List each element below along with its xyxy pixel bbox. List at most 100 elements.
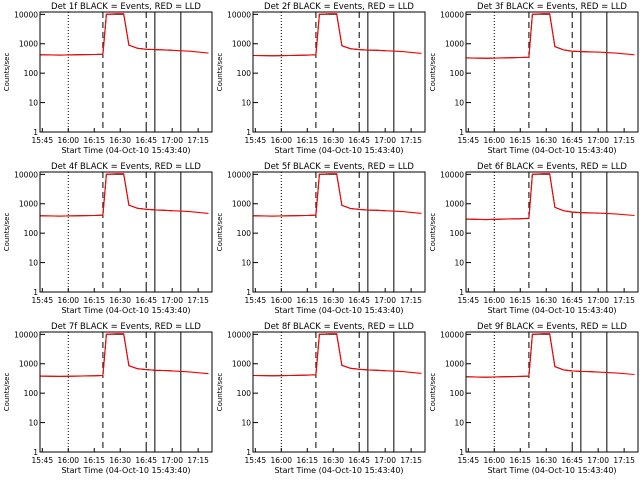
chart-5-plot-frame bbox=[252, 171, 426, 293]
chart-4-ylabel: Counts/sec bbox=[3, 213, 11, 252]
chart-2-ytick-label-0: 1 bbox=[246, 128, 251, 137]
chart-2-xtick-label-0: 15:45 bbox=[244, 136, 266, 145]
chart-9-xtick-label-2: 16:15 bbox=[509, 456, 531, 465]
chart-5-xtick-label-0: 15:45 bbox=[244, 296, 266, 305]
chart-7-xtick-label-5: 17:00 bbox=[161, 456, 183, 465]
chart-7-series-lld bbox=[40, 333, 209, 377]
chart-2-title: Det 2f BLACK = Events, RED = LLD bbox=[264, 2, 414, 12]
chart-4-title: Det 4f BLACK = Events, RED = LLD bbox=[51, 162, 201, 172]
chart-8-xtick-label-0: 15:45 bbox=[244, 456, 266, 465]
chart-6-xtick-label-0: 15:45 bbox=[457, 296, 479, 305]
chart-3-ylabel: Counts/sec bbox=[429, 53, 437, 92]
chart-8-xtick-label-3: 16:30 bbox=[322, 456, 344, 465]
chart-2-ytick-label-3: 1000 bbox=[232, 40, 251, 49]
chart-3-xtick-label-2: 16:15 bbox=[509, 136, 531, 145]
chart-9-ytick-label-1: 10 bbox=[454, 419, 464, 428]
chart-2-ytick-label-1: 10 bbox=[241, 99, 251, 108]
chart-6-xtick-label-4: 16:45 bbox=[561, 296, 583, 305]
chart-3-plot-frame bbox=[465, 11, 639, 133]
chart-2: Det 2f BLACK = Events, RED = LLD 15:45 16:… bbox=[216, 2, 426, 155]
chart-9-series-lld bbox=[466, 333, 635, 378]
chart-1-series-lld bbox=[40, 13, 209, 56]
chart-4-ytick-label-0: 1 bbox=[33, 288, 38, 297]
chart-2-xtick-label-3: 16:30 bbox=[322, 136, 344, 145]
chart-5-ytick-label-3: 1000 bbox=[232, 200, 251, 209]
chart-8-xtick-label-6: 17:15 bbox=[400, 456, 422, 465]
chart-3-xtick-label-5: 17:00 bbox=[587, 136, 609, 145]
chart-6: Det 6f BLACK = Events, RED = LLD 15:45 16:… bbox=[429, 162, 639, 315]
chart-2-xtick-label-4: 16:45 bbox=[348, 136, 370, 145]
chart-4-xtick-label-3: 16:30 bbox=[109, 296, 131, 305]
chart-1-xtick-label-4: 16:45 bbox=[135, 136, 157, 145]
chart-6-xtick-label-1: 16:00 bbox=[483, 296, 505, 305]
chart-4: Det 4f BLACK = Events, RED = LLD 15:45 16:… bbox=[3, 162, 213, 315]
chart-8-xlabel: Start Time (04-Oct-10 15:43:40) bbox=[274, 466, 403, 475]
chart-8-ytick-label-3: 1000 bbox=[232, 360, 251, 369]
chart-1-xtick-label-5: 17:00 bbox=[161, 136, 183, 145]
chart-9-title: Det 9f BLACK = Events, RED = LLD bbox=[477, 322, 627, 332]
chart-3: Det 3f BLACK = Events, RED = LLD 15:45 16:… bbox=[429, 2, 639, 155]
chart-6-ytick-label-4: 10000 bbox=[440, 170, 464, 179]
chart-5-xtick-label-2: 16:15 bbox=[296, 296, 318, 305]
chart-9-xtick-label-4: 16:45 bbox=[561, 456, 583, 465]
chart-9-ytick-label-4: 10000 bbox=[440, 330, 464, 339]
chart-1-xtick-label-2: 16:15 bbox=[83, 136, 105, 145]
chart-7-ytick-label-1: 10 bbox=[28, 419, 38, 428]
chart-7-xtick-label-2: 16:15 bbox=[83, 456, 105, 465]
chart-5-xlabel: Start Time (04-Oct-10 15:43:40) bbox=[274, 306, 403, 315]
chart-3-title: Det 3f BLACK = Events, RED = LLD bbox=[477, 2, 627, 12]
chart-7-xtick-label-3: 16:30 bbox=[109, 456, 131, 465]
chart-8-series-lld bbox=[253, 333, 422, 377]
chart-1-ylabel: Counts/sec bbox=[3, 53, 11, 92]
chart-9-xtick-label-3: 16:30 bbox=[535, 456, 557, 465]
chart-5-ytick-label-2: 100 bbox=[237, 229, 252, 238]
chart-1-xtick-label-3: 16:30 bbox=[109, 136, 131, 145]
chart-3-xtick-label-4: 16:45 bbox=[561, 136, 583, 145]
chart-4-ytick-label-4: 10000 bbox=[14, 170, 38, 179]
chart-8: Det 8f BLACK = Events, RED = LLD 15:45 16:… bbox=[216, 322, 426, 475]
chart-9: Det 9f BLACK = Events, RED = LLD 15:45 16:… bbox=[429, 322, 639, 475]
chart-6-xtick-label-6: 17:15 bbox=[613, 296, 635, 305]
chart-5-ytick-label-4: 10000 bbox=[227, 170, 251, 179]
chart-3-xtick-label-1: 16:00 bbox=[483, 136, 505, 145]
chart-8-ytick-label-0: 1 bbox=[246, 448, 251, 457]
chart-4-xtick-label-1: 16:00 bbox=[57, 296, 79, 305]
chart-1-ytick-label-2: 100 bbox=[24, 69, 39, 78]
chart-4-xlabel: Start Time (04-Oct-10 15:43:40) bbox=[61, 306, 190, 315]
chart-5-xtick-label-3: 16:30 bbox=[322, 296, 344, 305]
chart-9-ytick-label-3: 1000 bbox=[445, 360, 464, 369]
chart-4-ytick-label-3: 1000 bbox=[19, 200, 38, 209]
chart-5-xtick-label-1: 16:00 bbox=[270, 296, 292, 305]
chart-5-xtick-label-4: 16:45 bbox=[348, 296, 370, 305]
chart-8-xtick-label-4: 16:45 bbox=[348, 456, 370, 465]
chart-4-series-lld bbox=[40, 173, 209, 217]
chart-3-xtick-label-0: 15:45 bbox=[457, 136, 479, 145]
chart-1-ytick-label-3: 1000 bbox=[19, 40, 38, 49]
chart-3-series-lld bbox=[466, 13, 635, 59]
chart-1-xlabel: Start Time (04-Oct-10 15:43:40) bbox=[61, 146, 190, 155]
chart-5-title: Det 5f BLACK = Events, RED = LLD bbox=[264, 162, 414, 172]
chart-5: Det 5f BLACK = Events, RED = LLD 15:45 16:… bbox=[216, 162, 426, 315]
chart-8-ytick-label-2: 100 bbox=[237, 389, 252, 398]
chart-7-xlabel: Start Time (04-Oct-10 15:43:40) bbox=[61, 466, 190, 475]
chart-6-ytick-label-3: 1000 bbox=[445, 200, 464, 209]
chart-7-ytick-label-4: 10000 bbox=[14, 330, 38, 339]
chart-1-title: Det 1f BLACK = Events, RED = LLD bbox=[51, 2, 201, 12]
chart-6-xtick-label-5: 17:00 bbox=[587, 296, 609, 305]
chart-8-ytick-label-4: 10000 bbox=[227, 330, 251, 339]
chart-9-xtick-label-5: 17:00 bbox=[587, 456, 609, 465]
chart-6-series-lld bbox=[466, 173, 635, 221]
chart-4-xtick-label-0: 15:45 bbox=[31, 296, 53, 305]
chart-2-xtick-label-2: 16:15 bbox=[296, 136, 318, 145]
chart-4-xtick-label-6: 17:15 bbox=[187, 296, 209, 305]
chart-2-xtick-label-5: 17:00 bbox=[374, 136, 396, 145]
chart-3-ytick-label-0: 1 bbox=[459, 128, 464, 137]
chart-2-xtick-label-6: 17:15 bbox=[400, 136, 422, 145]
chart-4-ytick-label-2: 100 bbox=[24, 229, 39, 238]
chart-9-ytick-label-2: 100 bbox=[450, 389, 465, 398]
chart-6-ytick-label-2: 100 bbox=[450, 229, 465, 238]
chart-2-plot-frame bbox=[252, 11, 426, 133]
chart-6-ylabel: Counts/sec bbox=[429, 213, 437, 252]
chart-9-ylabel: Counts/sec bbox=[429, 373, 437, 412]
